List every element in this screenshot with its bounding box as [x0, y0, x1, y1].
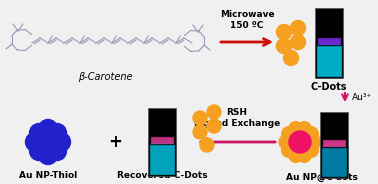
Circle shape	[304, 127, 318, 141]
Circle shape	[307, 135, 321, 149]
FancyBboxPatch shape	[149, 142, 175, 175]
Circle shape	[289, 131, 311, 153]
Circle shape	[282, 127, 296, 141]
Circle shape	[304, 143, 318, 157]
FancyBboxPatch shape	[320, 112, 348, 178]
Circle shape	[39, 119, 57, 139]
Circle shape	[48, 123, 67, 142]
Circle shape	[276, 38, 291, 54]
Circle shape	[297, 148, 311, 162]
Circle shape	[39, 132, 57, 151]
Circle shape	[39, 146, 57, 164]
Text: Microwave
150 ºC: Microwave 150 ºC	[220, 10, 274, 30]
Circle shape	[289, 148, 303, 162]
Circle shape	[207, 119, 221, 133]
Circle shape	[291, 20, 305, 36]
Circle shape	[193, 111, 207, 125]
Text: +: +	[108, 133, 122, 151]
Circle shape	[207, 105, 221, 119]
Text: β-Carotene: β-Carotene	[78, 72, 132, 82]
Circle shape	[279, 135, 293, 149]
Circle shape	[193, 125, 207, 139]
FancyBboxPatch shape	[321, 145, 347, 177]
FancyBboxPatch shape	[315, 8, 343, 78]
Circle shape	[200, 138, 214, 152]
Text: Recovered C-Dots: Recovered C-Dots	[117, 171, 207, 180]
Circle shape	[289, 122, 303, 136]
Text: C-Dots: C-Dots	[311, 82, 347, 92]
FancyBboxPatch shape	[150, 136, 174, 144]
Text: Au NP-Thiol: Au NP-Thiol	[19, 171, 77, 180]
Text: Au³⁺: Au³⁺	[352, 93, 372, 102]
Circle shape	[276, 24, 291, 40]
Text: Au NP@C dots: Au NP@C dots	[286, 173, 358, 182]
FancyBboxPatch shape	[316, 43, 342, 77]
Circle shape	[29, 123, 48, 142]
Circle shape	[51, 132, 71, 151]
Text: RSH
Ligand Exchange: RSH Ligand Exchange	[194, 108, 280, 128]
FancyBboxPatch shape	[322, 139, 346, 147]
Circle shape	[29, 141, 48, 160]
Circle shape	[25, 132, 45, 151]
FancyBboxPatch shape	[148, 108, 176, 176]
FancyBboxPatch shape	[317, 37, 341, 45]
Circle shape	[284, 50, 299, 66]
Circle shape	[291, 35, 305, 49]
Circle shape	[297, 122, 311, 136]
Circle shape	[282, 143, 296, 157]
Circle shape	[48, 141, 67, 160]
